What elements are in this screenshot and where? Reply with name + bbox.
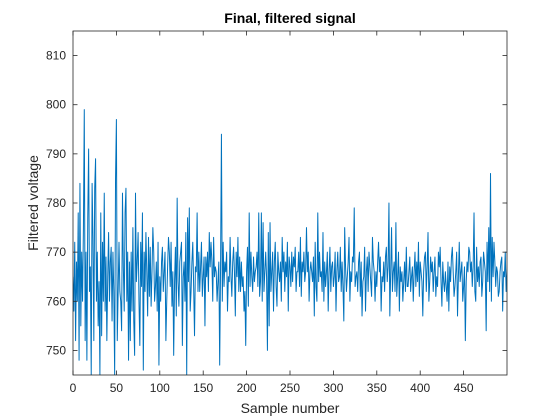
plot-background (73, 31, 507, 375)
y-tick-label: 760 (46, 294, 66, 308)
plot-area (73, 109, 507, 375)
y-tick-label: 750 (46, 343, 66, 357)
y-tick-label: 780 (46, 196, 66, 210)
axis-ticks: 0 50 100 150 200 250 300 350 400 450 750 760 770 780 7… (46, 31, 507, 395)
x-axis-label: Sample number (241, 400, 340, 416)
x-tick-label: 150 (193, 381, 213, 395)
x-tick-label: 300 (323, 381, 343, 395)
y-tick-label: 770 (46, 245, 66, 259)
y-axis-label: Filtered voltage (25, 155, 41, 251)
series-line-0 (73, 109, 507, 375)
x-tick-label: 350 (367, 381, 387, 395)
axes-box (72, 30, 508, 376)
x-tick-label: 200 (237, 381, 257, 395)
y-tick-label: 810 (46, 49, 66, 63)
x-tick-label: 0 (70, 381, 77, 395)
x-tick-label: 450 (454, 381, 474, 395)
y-tick-label: 790 (46, 147, 66, 161)
y-tick-label: 800 (46, 98, 66, 112)
x-tick-label: 250 (280, 381, 300, 395)
x-tick-label: 100 (150, 381, 170, 395)
x-tick-label: 50 (110, 381, 124, 395)
chart-title: Final, filtered signal (224, 10, 355, 26)
x-tick-label: 400 (410, 381, 430, 395)
